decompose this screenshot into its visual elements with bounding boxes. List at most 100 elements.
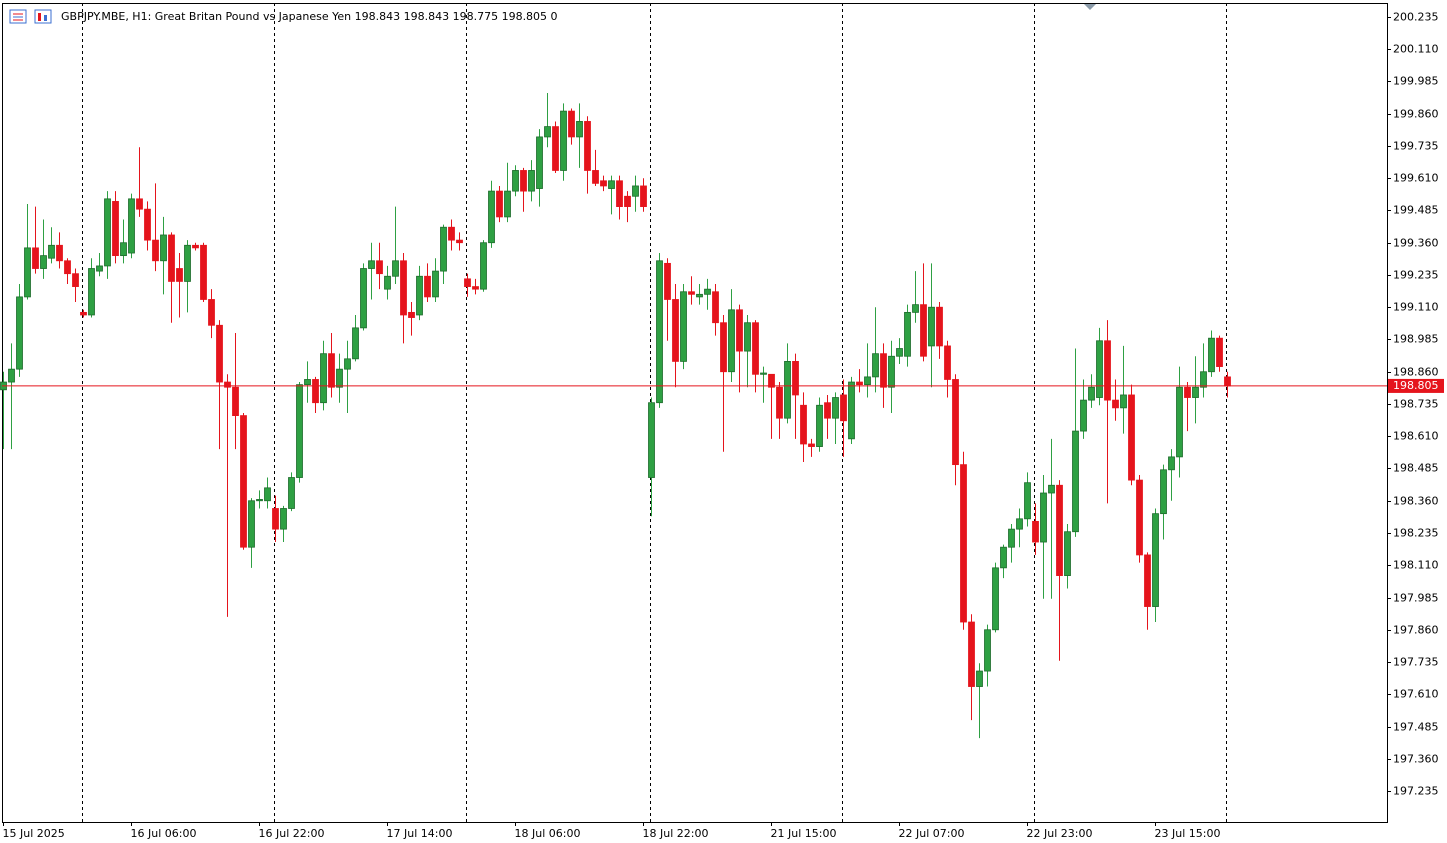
y-tick-label: 197.860 [1393, 624, 1439, 637]
candle-body [792, 361, 799, 396]
candle-body [1056, 484, 1063, 576]
candle-body [480, 242, 487, 290]
candle-body [1112, 399, 1119, 409]
candle-body [392, 260, 399, 277]
candle-body [976, 670, 983, 687]
y-tick-label: 199.360 [1393, 237, 1439, 250]
candle-body [304, 379, 311, 386]
y-tick-label: 199.235 [1393, 269, 1439, 282]
candle-body [928, 306, 935, 347]
candle-body [904, 311, 911, 357]
candle-body [768, 373, 775, 388]
y-tick-label: 197.485 [1393, 721, 1439, 734]
candle-body [808, 443, 815, 447]
candle-body [864, 376, 871, 386]
candle-body [432, 270, 439, 298]
candle-body [752, 322, 759, 375]
candle-body [1088, 386, 1095, 401]
shift-marker[interactable] [1084, 4, 1096, 10]
candle-body [1152, 513, 1159, 607]
candle-body [624, 195, 631, 207]
candle-body [656, 260, 663, 404]
candle-body [1184, 386, 1191, 398]
y-tick-label: 197.735 [1393, 656, 1439, 669]
candle-body [288, 477, 295, 509]
candle-body [896, 348, 903, 357]
y-tick-label: 198.110 [1393, 559, 1439, 572]
candle-body [584, 121, 591, 171]
candle-body [312, 379, 319, 404]
candle-body [1048, 484, 1055, 494]
candle-body [912, 304, 919, 313]
candle-body [16, 296, 23, 370]
candle-body [168, 234, 175, 282]
candle-body [192, 244, 199, 249]
candle-body [176, 268, 183, 282]
y-tick-label: 199.860 [1393, 108, 1439, 121]
candle-body [776, 386, 783, 419]
candle-body [368, 260, 375, 269]
x-tick-label: 15 Jul 2025 [3, 827, 65, 840]
candle-body [1200, 371, 1207, 388]
candle-body [888, 355, 895, 388]
candle-body [352, 327, 359, 360]
candle-body [328, 353, 335, 388]
candle-body [672, 299, 679, 362]
candle-body [880, 353, 887, 388]
y-tick-label: 200.110 [1393, 43, 1439, 56]
candle-body [48, 244, 55, 259]
y-tick-label: 197.985 [1393, 592, 1439, 605]
candle-body [920, 304, 927, 357]
candle-body [1160, 469, 1167, 515]
y-tick-label: 198.235 [1393, 527, 1439, 540]
candle-body [1216, 337, 1223, 367]
y-tick-label: 197.360 [1393, 753, 1439, 766]
candle-body [280, 508, 287, 530]
candle-body [1168, 456, 1175, 471]
candle-body [344, 358, 351, 370]
x-tick-label: 22 Jul 23:00 [1027, 827, 1093, 840]
candle-body [488, 190, 495, 244]
candle-body [560, 110, 567, 171]
candle-body [240, 415, 247, 548]
candle-body [416, 275, 423, 316]
candle-body [1136, 479, 1143, 556]
candle-body [968, 621, 975, 687]
candle-body [568, 110, 575, 138]
candle-body [824, 402, 831, 419]
candle-body [744, 322, 751, 352]
y-tick-label: 198.610 [1393, 430, 1439, 443]
icon-chart[interactable] [34, 9, 52, 24]
candle-body [296, 384, 303, 478]
candle-body [960, 464, 967, 623]
candle-body [24, 247, 31, 298]
candle-body [1224, 376, 1231, 387]
candle-body [64, 260, 71, 275]
candle-body [360, 268, 367, 329]
candle-body [576, 121, 583, 138]
candle-body [608, 180, 615, 189]
candle-body [400, 260, 407, 316]
chart-title: GBPJPY.MBE, H1: Great Britan Pound vs Ja… [61, 10, 558, 23]
candle-body [1064, 531, 1071, 576]
candle-body [1144, 554, 1151, 607]
candle-body [40, 255, 47, 269]
candle-body [1024, 482, 1031, 520]
candle-body [1176, 386, 1183, 458]
candle-body [632, 185, 639, 197]
candle-body [440, 226, 447, 272]
candle-body [264, 487, 271, 502]
candle-body [840, 394, 847, 422]
candle-body [456, 239, 463, 244]
candle-body [56, 244, 63, 262]
candle-body [112, 201, 119, 257]
y-tick-label: 199.610 [1393, 172, 1439, 185]
candle-body [1072, 430, 1079, 533]
candle-body [680, 291, 687, 362]
y-tick-label: 199.485 [1393, 204, 1439, 217]
candle-body [104, 198, 111, 267]
x-tick-label: 21 Jul 15:00 [771, 827, 837, 840]
candle-body [800, 404, 807, 445]
candle-body [760, 372, 767, 375]
candle-body [208, 299, 215, 326]
